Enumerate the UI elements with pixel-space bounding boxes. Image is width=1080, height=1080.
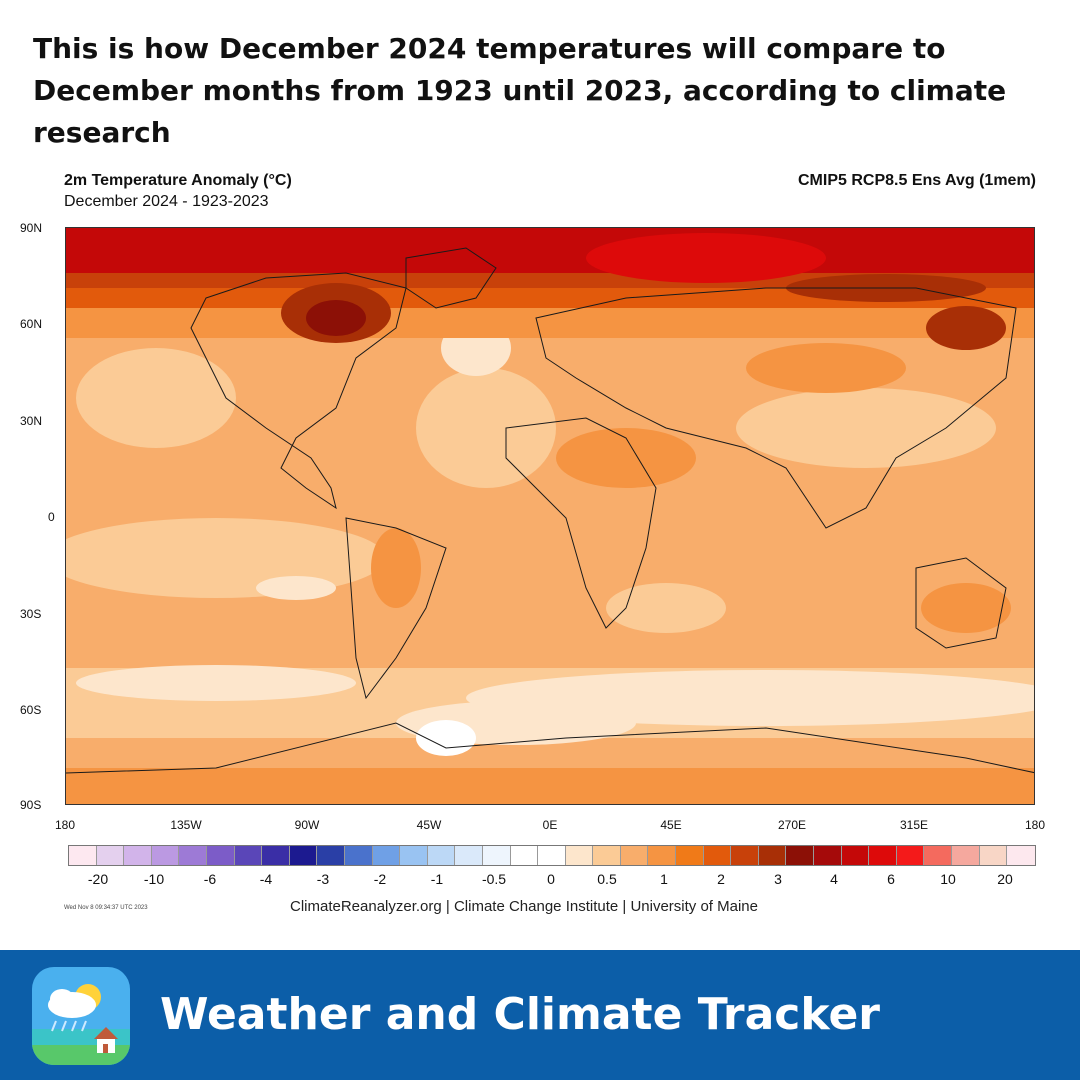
colorbar-swatch <box>124 846 152 865</box>
lon-label-0e: 0E <box>542 818 558 832</box>
map-model-label: CMIP5 RCP8.5 Ens Avg (1mem) <box>798 172 1036 189</box>
colorbar-swatch <box>427 846 456 865</box>
colorbar-swatch <box>289 846 318 865</box>
lon-label-270e: 270E <box>777 818 807 832</box>
colorbar-swatch <box>841 846 870 865</box>
colorbar-swatch <box>676 846 704 865</box>
lon-label-180-west: 180 <box>54 818 76 832</box>
colorbar-swatch <box>400 846 428 865</box>
colorbar-swatch <box>234 846 263 865</box>
colorbar-swatch <box>814 846 842 865</box>
brand-banner: Weather and Climate Tracker <box>0 950 1080 1080</box>
colorbar-swatch <box>565 846 594 865</box>
colorbar-label: 2 <box>717 871 725 887</box>
colorbar-label: 0 <box>547 871 555 887</box>
headline: This is how December 2024 temperatures w… <box>33 32 1007 149</box>
world-map-graphic <box>66 228 1034 804</box>
colorbar-label: 6 <box>887 871 895 887</box>
lat-label-30s: 30S <box>20 607 42 621</box>
colorbar-label: 10 <box>940 871 956 887</box>
colorbar-swatch <box>455 846 483 865</box>
colorbar-swatch <box>344 846 373 865</box>
colorbar-swatch <box>151 846 180 865</box>
lon-label-45w: 45W <box>416 818 442 832</box>
lat-label-30n: 30N <box>20 414 43 428</box>
colorbar-label: -0.5 <box>481 871 507 887</box>
colorbar-label: -4 <box>259 871 273 887</box>
lat-label-60s: 60S <box>20 703 42 717</box>
colorbar-label: -6 <box>203 871 217 887</box>
colorbar-label: -3 <box>316 871 330 887</box>
lon-label-315e: 315E <box>899 818 929 832</box>
colorbar-swatch <box>206 846 235 865</box>
colorbar-label: 4 <box>830 871 838 887</box>
colorbar-swatch <box>69 846 97 865</box>
lat-label-90s: 90S <box>20 798 42 812</box>
colorbar-swatch <box>317 846 345 865</box>
colorbar-label: 20 <box>997 871 1013 887</box>
colorbar-swatch <box>538 846 566 865</box>
colorbar-swatch <box>372 846 401 865</box>
colorbar-label: -2 <box>373 871 387 887</box>
lon-label-90w: 90W <box>294 818 320 832</box>
colorbar-swatch <box>896 846 925 865</box>
colorbar-swatch <box>620 846 649 865</box>
colorbar-swatch <box>703 846 732 865</box>
lon-label-180-east: 180 <box>1024 818 1046 832</box>
colorbar-swatch <box>593 846 621 865</box>
lat-label-90n: 90N <box>20 221 43 235</box>
colorbar-swatch <box>96 846 125 865</box>
colorbar-swatch <box>482 846 511 865</box>
lat-label-60n: 60N <box>20 317 43 331</box>
colorbar-label: -10 <box>143 871 165 887</box>
colorbar-swatch <box>648 846 677 865</box>
lat-label-equator: 0 <box>48 510 55 524</box>
colorbar-swatch <box>510 846 539 865</box>
colorbar-swatch <box>731 846 759 865</box>
colorbar-swatch <box>869 846 897 865</box>
colorbar-label: -20 <box>87 871 109 887</box>
weather-app-icon <box>32 967 130 1065</box>
colorbar-label: -1 <box>430 871 444 887</box>
colorbar-swatch <box>952 846 980 865</box>
color-scale-bar <box>68 845 1036 866</box>
colorbar-swatch <box>179 846 207 865</box>
colorbar-swatch <box>1007 846 1035 865</box>
lon-label-135w: 135W <box>170 818 202 832</box>
source-credit: ClimateReanalyzer.org | Climate Change I… <box>290 898 758 915</box>
lon-label-45e: 45E <box>660 818 682 832</box>
map-variable-title: 2m Temperature Anomaly (°C) <box>64 172 292 189</box>
colorbar-swatch <box>786 846 815 865</box>
colorbar-swatch <box>758 846 787 865</box>
colorbar-swatch <box>262 846 290 865</box>
colorbar-label: 3 <box>774 871 782 887</box>
app-name: Weather and Climate Tracker <box>160 989 881 1040</box>
map-period: December 2024 - 1923-2023 <box>64 193 269 210</box>
colorbar-swatch <box>979 846 1008 865</box>
colorbar-label: 1 <box>660 871 668 887</box>
timestamp: Wed Nov 8 09:34:37 UTC 2023 <box>64 905 148 911</box>
temperature-anomaly-map <box>65 227 1035 805</box>
colorbar-swatch <box>924 846 952 865</box>
colorbar-label: 0.5 <box>597 871 617 887</box>
